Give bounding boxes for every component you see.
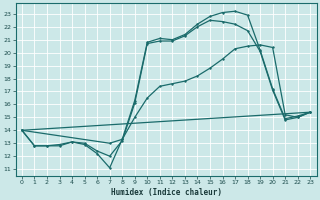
X-axis label: Humidex (Indice chaleur): Humidex (Indice chaleur) xyxy=(111,188,221,197)
